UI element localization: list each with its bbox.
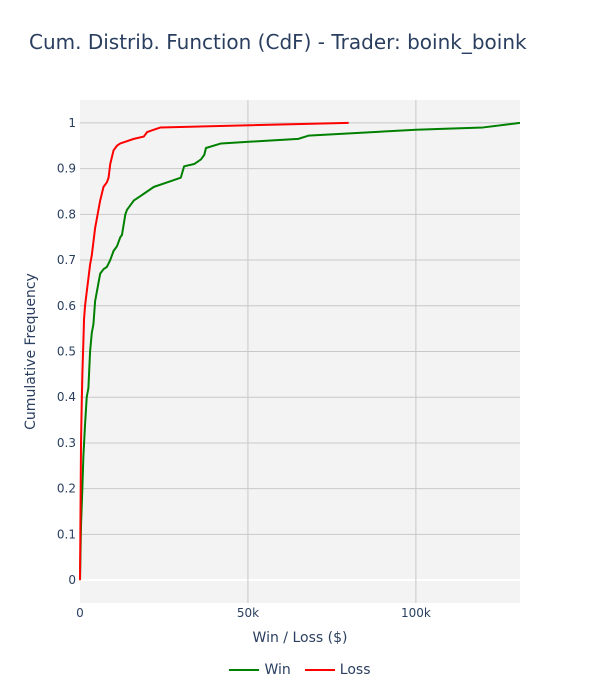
- y-tick-label: 0.7: [57, 253, 76, 267]
- legend-swatch: [304, 669, 335, 671]
- series-line-loss: [79, 121, 349, 581]
- x-tick-label: 50k: [237, 606, 259, 620]
- y-tick-label: 0.6: [57, 299, 76, 313]
- y-tick-label: 0.8: [57, 207, 76, 221]
- legend-label: Win: [264, 662, 291, 678]
- legend: Win Loss: [0, 662, 600, 678]
- y-tick-label: 0: [68, 573, 76, 587]
- legend-label: Loss: [339, 662, 371, 678]
- y-tick-label: 0.9: [57, 162, 76, 176]
- legend-item-win[interactable]: Win: [229, 662, 291, 678]
- y-tick-label: 0.3: [57, 436, 76, 450]
- y-tick-label: 0.4: [57, 390, 76, 404]
- y-tick-label: 1: [68, 116, 76, 130]
- x-tick-label: 100k: [401, 606, 431, 620]
- chart-title: Cum. Distrib. Function (CdF) - Trader: b…: [29, 30, 527, 54]
- y-axis-label: Cumulative Frequency: [23, 273, 39, 430]
- x-axis-label: Win / Loss ($): [253, 630, 348, 646]
- series-layer: [79, 121, 521, 581]
- grid: [80, 100, 520, 603]
- legend-item-loss[interactable]: Loss: [304, 662, 371, 678]
- legend-swatch: [229, 669, 260, 671]
- y-tick-label: 0.2: [57, 482, 76, 496]
- y-tick-label: 0.1: [57, 527, 76, 541]
- tick-labels: 0 0.1 0.2 0.3 0.4 0.5 0.6 0.7 0.8 0.9 1 0 50k 100k: [57, 116, 431, 620]
- x-tick-label: 0: [76, 606, 84, 620]
- series-line-win: [79, 121, 521, 581]
- y-tick-label: 0.5: [57, 345, 76, 359]
